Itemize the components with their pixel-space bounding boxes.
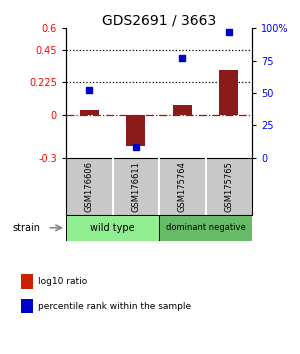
Text: GSM176606: GSM176606 bbox=[85, 161, 94, 212]
Text: GSM175764: GSM175764 bbox=[178, 161, 187, 212]
Text: log10 ratio: log10 ratio bbox=[38, 277, 87, 286]
Text: GSM176611: GSM176611 bbox=[131, 161, 140, 212]
Text: dominant negative: dominant negative bbox=[166, 223, 245, 232]
Text: wild type: wild type bbox=[90, 223, 135, 233]
Bar bbox=[127, 115, 145, 146]
Title: GDS2691 / 3663: GDS2691 / 3663 bbox=[102, 13, 216, 27]
Bar bbox=[80, 110, 99, 115]
Point bbox=[180, 55, 185, 61]
Bar bbox=[159, 215, 252, 241]
Text: strain: strain bbox=[12, 223, 40, 233]
Text: GSM175765: GSM175765 bbox=[224, 161, 233, 212]
Bar bbox=[66, 215, 159, 241]
Bar bbox=[220, 70, 238, 115]
Point bbox=[87, 88, 92, 93]
Point bbox=[133, 145, 138, 150]
Point bbox=[226, 29, 231, 35]
Text: percentile rank within the sample: percentile rank within the sample bbox=[38, 302, 190, 311]
Bar bbox=[173, 104, 191, 115]
